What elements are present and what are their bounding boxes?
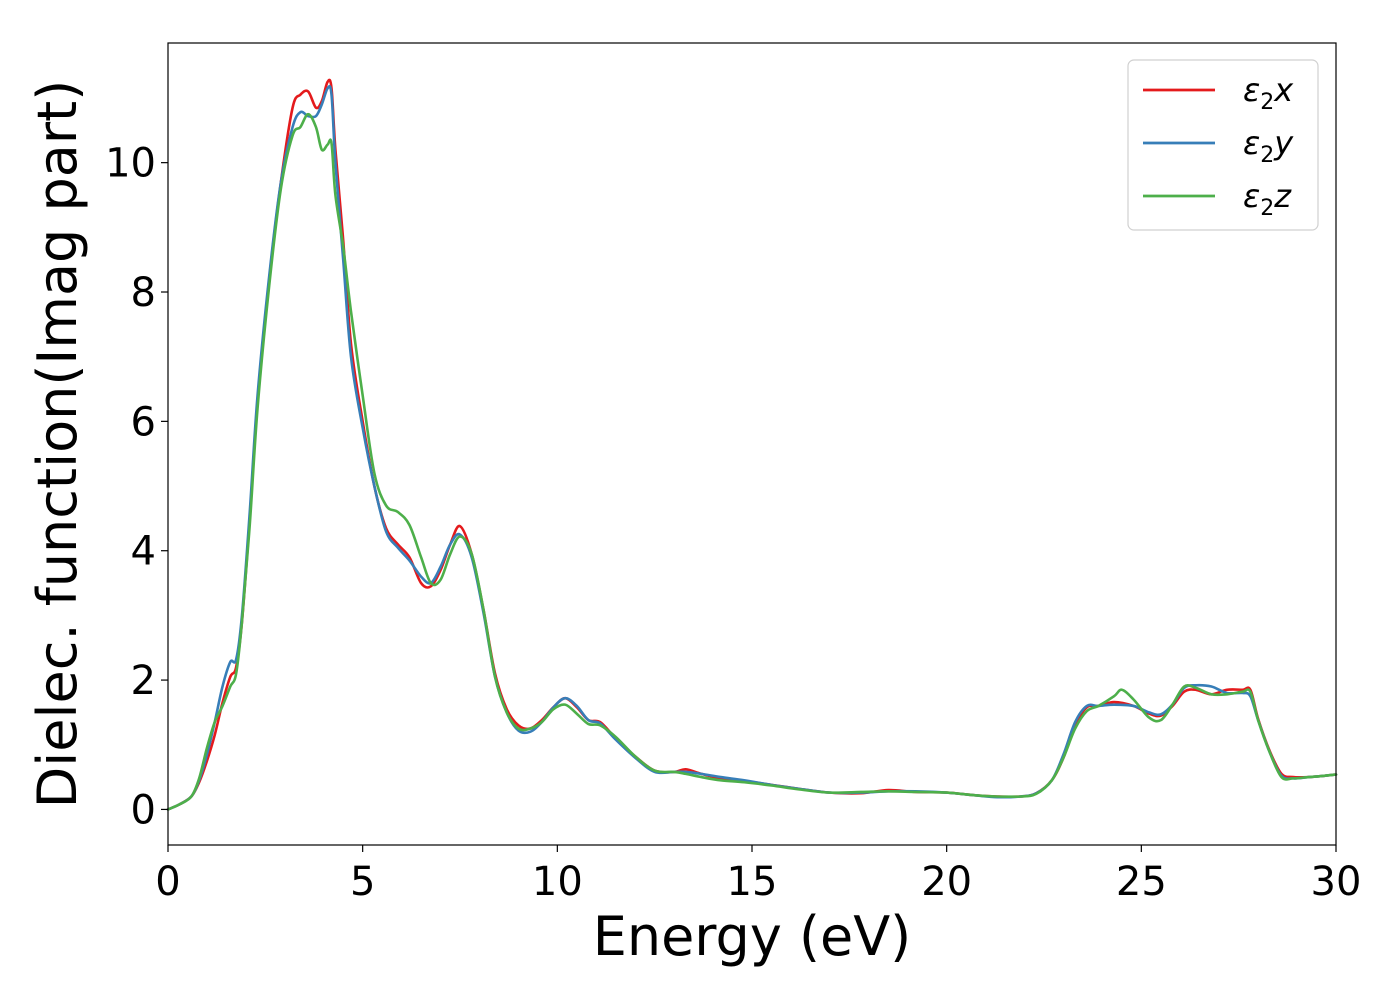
legend: ε2x ε2y ε2z [1127,59,1319,231]
series-line-z [166,112,1338,811]
x-tick-label: 10 [532,859,583,905]
x-tick-label: 0 [155,859,180,905]
x-tick-label: 25 [1116,859,1167,905]
x-tick-label: 30 [1311,859,1362,905]
y-axis-title: Dielec. function(Imag part) [26,80,89,809]
x-axis-title: Energy (eV) [593,905,912,968]
x-tick-label: 15 [727,859,778,905]
y-tick-label: 2 [131,658,156,704]
legend-label-z: ε2z [1243,177,1292,221]
y-tick-label: 6 [131,399,156,445]
legend-label-y: ε2y [1243,124,1294,168]
y-tick-label: 8 [131,270,156,316]
series-line-y [166,84,1338,811]
x-axis: 0 5 10 15 20 25 30 [155,845,1361,905]
x-tick-label: 5 [350,859,375,905]
x-tick-label: 20 [921,859,972,905]
y-tick-label: 0 [131,787,156,833]
y-tick-label: 10 [105,141,156,187]
series-layer [166,78,1338,811]
legend-box [1127,59,1319,231]
legend-label-x: ε2x [1243,71,1294,115]
y-axis: 0 2 4 6 8 10 [105,141,168,833]
y-tick-label: 4 [131,529,156,575]
